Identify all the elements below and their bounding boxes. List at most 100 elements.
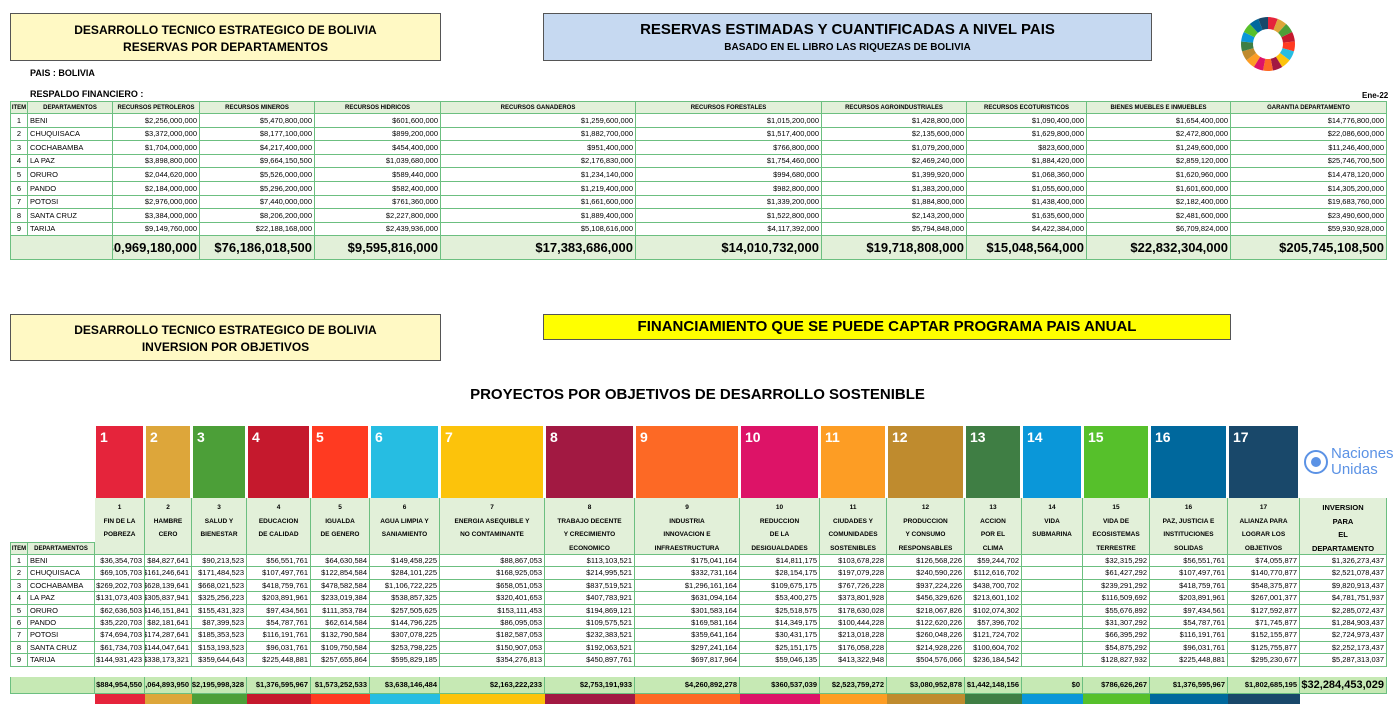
value-cell: $171,484,523 bbox=[192, 567, 247, 580]
total-cell: $30,969,180,000 bbox=[113, 236, 200, 260]
goal-name-line: RESPONSABLES bbox=[898, 544, 953, 552]
value-cell: $96,031,761 bbox=[247, 641, 311, 655]
total-cell: $3,080,952,878 bbox=[887, 677, 965, 694]
value-cell: $2,976,000,000 bbox=[113, 195, 200, 210]
value-cell: $359,641,164 bbox=[635, 629, 740, 642]
value-cell: $153,193,523 bbox=[192, 641, 247, 655]
goal-header: 2 HAMBRE CERO bbox=[145, 498, 192, 555]
goal-name-line: CIUDADES Y bbox=[833, 517, 873, 525]
header-box: DESARROLLO TECNICO ESTRATEGICO DE BOLIVI… bbox=[10, 314, 441, 361]
goal-name-line: SANIAMIENTO bbox=[381, 531, 428, 538]
value-cell: $2,182,400,000 bbox=[1087, 195, 1231, 210]
goal-name-line: POR EL bbox=[980, 531, 1006, 538]
un-logo: Naciones Unidas bbox=[1303, 432, 1394, 492]
goal-name-line: VIDA DE bbox=[1102, 517, 1130, 525]
goal-number: 6 bbox=[402, 504, 407, 511]
goal-name-line: LOGRAR LOS bbox=[1241, 531, 1286, 538]
goal-header: 14 VIDA SUBMARINA bbox=[1022, 498, 1083, 555]
value-cell: $3,384,000,000 bbox=[113, 209, 200, 223]
department-cell: SANTA CRUZ bbox=[28, 641, 95, 655]
sdg-icon: 1 bbox=[96, 426, 143, 498]
goal-name-line: POBREZA bbox=[103, 531, 136, 538]
goal-header: 4 EDUCACION DE CALIDAD bbox=[247, 498, 311, 555]
value-cell: $332,731,164 bbox=[635, 567, 740, 580]
value-cell: $2,143,200,000 bbox=[822, 209, 967, 223]
value-cell: $1,055,600,000 bbox=[967, 182, 1087, 196]
value-cell: $53,400,275 bbox=[740, 592, 820, 605]
value-cell: $3,898,800,000 bbox=[113, 154, 200, 169]
value-cell: $116,191,761 bbox=[1150, 629, 1228, 642]
value-cell: $59,046,135 bbox=[740, 654, 820, 667]
total-cell: $2,163,222,233 bbox=[440, 677, 545, 694]
sdg-icon: 17 bbox=[1229, 426, 1298, 498]
value-cell: $9,820,913,437 bbox=[1300, 579, 1387, 593]
total-cell: $884,954,550 bbox=[95, 677, 145, 694]
value-cell: $4,217,400,000 bbox=[200, 141, 315, 155]
value-cell: $144,047,641 bbox=[145, 641, 192, 655]
goal-name-line: TERRESTRE bbox=[1096, 544, 1136, 552]
value-cell: $301,583,164 bbox=[635, 604, 740, 617]
value-cell: $155,431,323 bbox=[192, 604, 247, 617]
wheel-segment bbox=[1263, 58, 1273, 71]
goal-name-line: INNOVACION E bbox=[663, 531, 711, 538]
header-line: DESARROLLO TECNICO ESTRATEGICO DE BOLIVI… bbox=[74, 23, 377, 37]
value-cell: $1,882,700,000 bbox=[441, 127, 636, 142]
wheel-segment bbox=[1282, 41, 1295, 52]
goal-number: 17 bbox=[1259, 504, 1268, 511]
value-cell: $131,073,403 bbox=[95, 592, 145, 605]
department-cell: CHUQUISACA bbox=[28, 567, 95, 580]
value-cell: $1,517,400,000 bbox=[636, 127, 822, 142]
value-cell: $2,521,078,437 bbox=[1300, 567, 1387, 580]
goal-header: 5 IGUALDA DE GENERO bbox=[311, 498, 370, 555]
department-cell: BENI bbox=[28, 114, 113, 128]
value-cell: $7,440,000,000 bbox=[200, 195, 315, 210]
goal-number: 12 bbox=[921, 504, 930, 511]
column-header: RECURSOS FORESTALES bbox=[636, 101, 822, 114]
goal-number: 3 bbox=[217, 504, 221, 511]
sdg-icon: 13 bbox=[966, 426, 1020, 498]
value-cell: $697,817,964 bbox=[635, 654, 740, 667]
value-cell: $9,149,760,000 bbox=[113, 222, 200, 237]
value-cell: $218,067,826 bbox=[887, 604, 965, 617]
item-cell: 5 bbox=[10, 168, 28, 182]
department-cell: TARIJA bbox=[28, 654, 95, 667]
value-cell: $1,438,400,000 bbox=[967, 195, 1087, 210]
color-strip bbox=[95, 694, 145, 704]
total-cell: $76,186,018,500 bbox=[200, 236, 315, 260]
total-cell: $205,745,108,500 bbox=[1231, 236, 1387, 260]
value-cell: $25,151,175 bbox=[740, 641, 820, 655]
value-cell: $144,796,225 bbox=[370, 617, 440, 630]
goal-name-line: ACCION bbox=[980, 517, 1006, 525]
un-text: Naciones Unidas bbox=[1331, 445, 1394, 478]
goal-number: 2 bbox=[166, 504, 170, 511]
value-cell: $2,439,936,000 bbox=[315, 222, 441, 237]
value-cell: $54,787,761 bbox=[247, 617, 311, 630]
column-header: RECURSOS MINEROS bbox=[200, 101, 315, 114]
wheel-segment bbox=[1278, 24, 1293, 38]
sdg-icon: 10 bbox=[741, 426, 818, 498]
value-cell: $478,582,584 bbox=[311, 579, 370, 593]
value-cell: $225,448,881 bbox=[1150, 654, 1228, 667]
value-cell: $338,173,321 bbox=[145, 654, 192, 667]
goal-name-line: VIDA bbox=[1044, 517, 1060, 525]
value-cell: $197,079,228 bbox=[820, 567, 887, 580]
value-cell: $31,307,292 bbox=[1083, 617, 1150, 630]
goal-header: 17 ALIANZA PARA LOGRAR LOS OBJETIVOS bbox=[1228, 498, 1300, 555]
goal-name-line: IGUALDA bbox=[325, 517, 355, 525]
value-cell: $5,287,313,037 bbox=[1300, 654, 1387, 667]
value-cell: $214,995,521 bbox=[545, 567, 635, 580]
goal-name-line: FIN DE LA bbox=[103, 517, 136, 525]
total-cell: $0 bbox=[1022, 677, 1083, 694]
value-cell: $125,755,877 bbox=[1228, 641, 1300, 655]
wheel-segment bbox=[1281, 31, 1295, 43]
color-strip bbox=[820, 694, 887, 704]
value-cell: $1,326,273,437 bbox=[1300, 555, 1387, 568]
column-header: RECURSOS GANADEROS bbox=[441, 101, 636, 114]
value-cell: $22,086,600,000 bbox=[1231, 127, 1387, 142]
color-strip bbox=[545, 694, 635, 704]
value-cell: $122,854,584 bbox=[311, 567, 370, 580]
total-header-line: PARA bbox=[1332, 516, 1354, 526]
value-cell bbox=[1022, 592, 1083, 605]
value-cell: $178,630,028 bbox=[820, 604, 887, 617]
value-cell: $582,400,000 bbox=[315, 182, 441, 196]
